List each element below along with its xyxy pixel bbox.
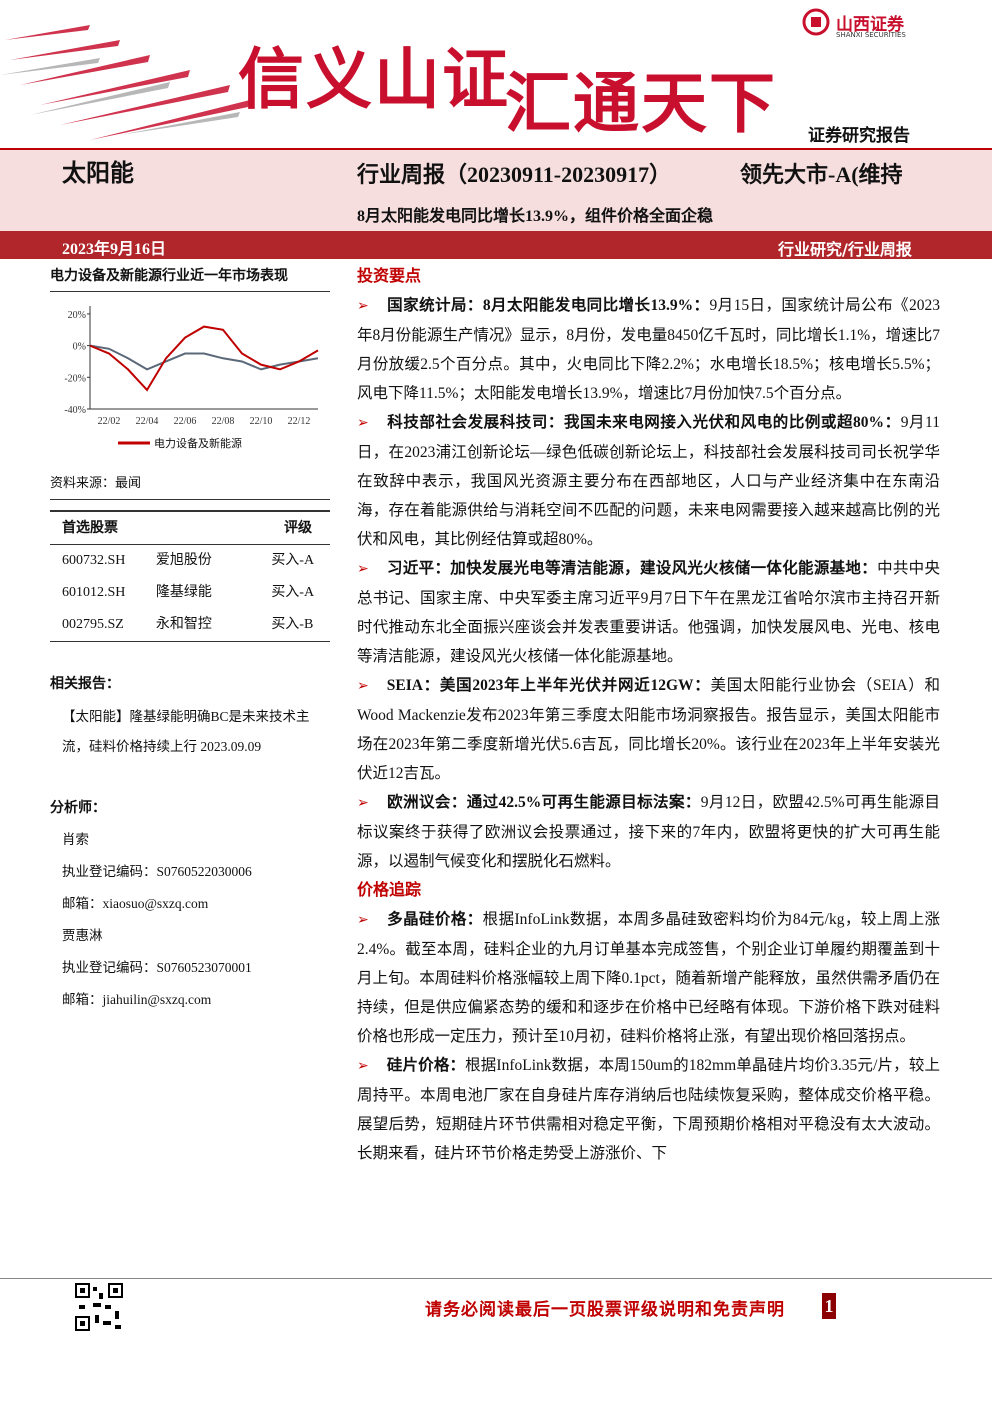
analysts: 肖索执业登记编码：S0760522030006 邮箱：xiaosuo@sxzq.c… bbox=[62, 824, 342, 1016]
related-list: 【太阳能】隆基绿能明确BC是未来技术主流，硅料价格持续上行 2023.09.09 bbox=[50, 702, 320, 762]
y-tick-label: -20% bbox=[64, 373, 86, 384]
header-cell: 首选股票 bbox=[62, 520, 118, 536]
table-cell: 爱旭股份 bbox=[155, 553, 212, 568]
paragraph: ➢ SEIA：美国2023年上半年光伏并网近12GW：美国太阳能行业协会（SEIA… bbox=[357, 671, 940, 788]
table-header: 首选股票 评级 bbox=[50, 510, 330, 545]
line-series bbox=[89, 325, 319, 392]
slogan-right: 汇通天下 bbox=[505, 68, 777, 141]
analyst-license: 执业登记编码：S0760522030006 bbox=[62, 864, 252, 879]
headline: 8月太阳能发电同比增长13.9%，组件价格全面企稳 bbox=[357, 208, 714, 225]
bullet: ➢ bbox=[357, 1059, 369, 1074]
legend-label: 电力设备及新能源 bbox=[154, 436, 242, 450]
lead: SEIA：美国2023年上半年光伏并网近12GW： bbox=[386, 677, 711, 694]
qr-code bbox=[75, 1283, 123, 1331]
x-tick-label: 22/10 bbox=[250, 416, 273, 427]
source: 资料来源：最闻 bbox=[50, 472, 330, 500]
bullet: ➢ bbox=[357, 679, 369, 694]
paragraph: ➢ 多晶硅价格：根据InfoLink数据，本周多晶硅致密料均价为84元/kg，较上… bbox=[357, 905, 940, 1051]
x-tick-label: 22/02 bbox=[98, 416, 121, 427]
analysts-title: 分析师： bbox=[50, 800, 106, 816]
date: 2023年9月16日 bbox=[62, 241, 167, 258]
footer-rule bbox=[0, 1278, 992, 1279]
table-cell: 买入-A bbox=[271, 585, 315, 600]
body: 中共中央总书记、国家主席、中央军委主席习近平9月7日下午在黑龙江省哈尔滨市主持召… bbox=[357, 560, 940, 665]
header-art bbox=[0, 8, 830, 140]
paragraph: ➢ 硅片价格：根据InfoLink数据，本周150um的182mm单晶硅片均价3.… bbox=[357, 1051, 940, 1168]
report-type: 证券研究报告 bbox=[808, 126, 910, 146]
paragraph: ➢ 科技部社会发展科技司：我国未来电网接入光伏和风电的比例或超80%：9月11日，… bbox=[357, 408, 940, 554]
chart: 20% 0% -20% -40% 22/02 22/04 22/06 22/08 22/10 22… bbox=[64, 306, 319, 450]
y-tick-label: 0% bbox=[73, 342, 86, 353]
section-heading: 价格追踪 bbox=[357, 882, 422, 899]
related-title: 相关报告： bbox=[50, 676, 120, 692]
table-cell: 买入-A bbox=[271, 553, 315, 568]
logo-en: SHANXI SECURITIES bbox=[836, 31, 906, 39]
table-row: 600732.SH 爱旭股份 买入-A bbox=[50, 545, 330, 577]
lead: 多晶硅价格： bbox=[386, 911, 483, 928]
slogan-left: 信义山证 bbox=[238, 44, 510, 117]
table-cell: 600732.SH bbox=[62, 553, 126, 568]
analyst-name: 贾惠淋 bbox=[62, 928, 103, 943]
table-cell: 002795.SZ bbox=[62, 617, 124, 632]
sector: 太阳能 bbox=[62, 159, 134, 187]
table-row: 601012.SH 隆基绿能 买入-A bbox=[50, 577, 330, 609]
rating: 领先大市-A(维持 bbox=[740, 162, 903, 187]
date-band bbox=[0, 231, 992, 259]
body: 9月11日，在2023浦江创新论坛—绿色低碳创新论坛上，科技部社会发展科技司司长… bbox=[357, 414, 940, 548]
analyst-name: 肖索 bbox=[62, 832, 89, 847]
analyst-license: 执业登记编码：S0760523070001 bbox=[62, 960, 252, 975]
disclaimer: 请务必阅读最后一页股票评级说明和免责声明 bbox=[425, 1300, 785, 1319]
lead: 欧洲议会：通过42.5%可再生能源目标法案： bbox=[386, 794, 701, 811]
table-cell: 买入-B bbox=[271, 617, 314, 632]
table-cell: 隆基绿能 bbox=[155, 585, 212, 600]
body: 美国太阳能行业协会（SEIA）和Wood Mackenzie发布2023年第三季… bbox=[357, 677, 940, 782]
y-tick-label: -40% bbox=[64, 405, 86, 416]
lead: 国家统计局：8月太阳能发电同比增长13.9%： bbox=[386, 297, 710, 314]
paragraph: ➢ 国家统计局：8月太阳能发电同比增长13.9%：9月15日，国家统计局公布《20… bbox=[357, 291, 940, 408]
body: 9月15日，国家统计局公布《2023年8月份能源生产情况》显示，8月份，发电量8… bbox=[357, 297, 940, 402]
logo: 山西证券 bbox=[836, 15, 904, 35]
body: 9月12日，欧盟42.5%可再生能源目标议案终于获得了欧洲议会投票通过，接下来的… bbox=[357, 794, 940, 870]
related-item: 【太阳能】隆基绿能明确BC是未来技术主流，硅料价格持续上行 2023.09.09 bbox=[62, 709, 310, 754]
bullet: ➢ bbox=[357, 913, 369, 928]
stock-table: 首选股票 评级 600732.SH 爱旭股份 买入-A 601012.SH 隆基绿能 买入-A… bbox=[50, 510, 330, 642]
body: 根据InfoLink数据，本周150um的182mm单晶硅片均价3.35元/片，… bbox=[357, 1057, 940, 1162]
chart-title: 电力设备及新能源行业近一年市场表现 bbox=[50, 265, 330, 292]
category: 行业研究/行业周报 bbox=[778, 240, 912, 259]
bullet: ➢ bbox=[357, 796, 369, 811]
page-number: 1 bbox=[822, 1293, 836, 1319]
analyst-email: 邮箱：jiahuilin@sxzq.com bbox=[62, 992, 212, 1007]
lead: 科技部社会发展科技司：我国未来电网接入光伏和风电的比例或超80%： bbox=[386, 414, 901, 431]
analyst-email: 邮箱：xiaosuo@sxzq.com bbox=[62, 896, 209, 911]
table-cell: 永和智控 bbox=[155, 617, 212, 632]
section-heading: 投资要点 bbox=[357, 268, 422, 285]
x-tick-label: 22/12 bbox=[288, 416, 311, 427]
x-tick-label: 22/04 bbox=[136, 416, 159, 427]
body: 根据InfoLink数据，本周多晶硅致密料均价为84元/kg，较上周上涨2.4%… bbox=[357, 911, 940, 1045]
title-band bbox=[0, 148, 992, 232]
bullet: ➢ bbox=[357, 299, 369, 314]
lead: 硅片价格： bbox=[386, 1057, 466, 1074]
header-cell: 评级 bbox=[284, 520, 312, 536]
report-title: 行业周报（20230911-20230917） bbox=[357, 162, 672, 187]
y-tick-label: 20% bbox=[68, 310, 86, 321]
table-row: 002795.SZ 永和智控 买入-B bbox=[50, 609, 330, 642]
bullet: ➢ bbox=[357, 416, 369, 431]
x-tick-label: 22/06 bbox=[174, 416, 197, 427]
x-tick-label: 22/08 bbox=[212, 416, 235, 427]
table-cell: 601012.SH bbox=[62, 585, 126, 600]
line-series bbox=[89, 344, 319, 371]
paragraph: ➢ 习近平：加快发展光电等清洁能源，建设风光火核储一体化能源基地：中共中央总书记、… bbox=[357, 554, 940, 671]
main-text: 投资要点 ➢ 国家统计局：8月太阳能发电同比增长13.9%：9月15日，国家统计局公… bbox=[357, 262, 940, 1252]
lead: 习近平：加快发展光电等清洁能源，建设风光火核储一体化能源基地： bbox=[386, 560, 878, 577]
paragraph: ➢ 欧洲议会：通过42.5%可再生能源目标法案：9月12日，欧盟42.5%可再生能… bbox=[357, 788, 940, 876]
bullet: ➢ bbox=[357, 562, 369, 577]
